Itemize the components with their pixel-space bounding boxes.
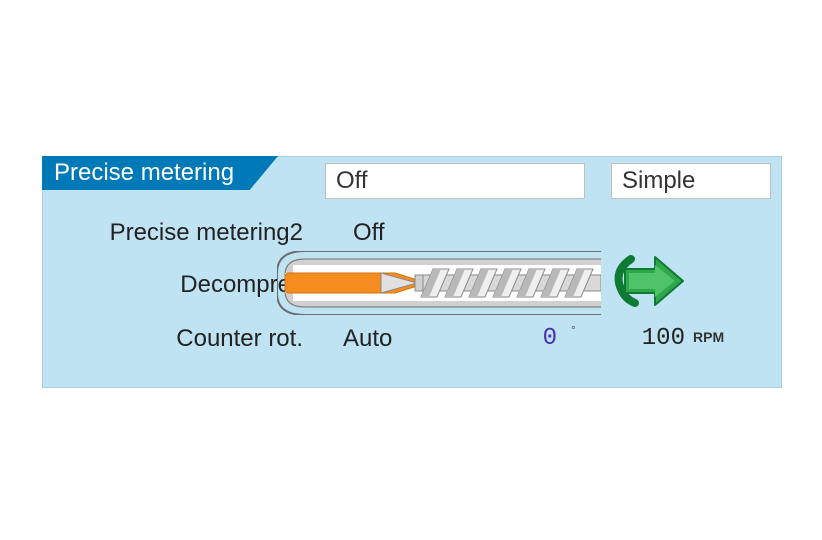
main-toggle-value: Off — [336, 167, 368, 194]
mode-field[interactable]: Simple — [611, 163, 771, 199]
rotation-arrow-icon — [611, 249, 685, 313]
pm2-label: Precise metering2 — [43, 219, 303, 247]
rpm-unit: RPM — [693, 329, 724, 345]
panel-title-tab: Precise metering — [42, 156, 278, 190]
mode-value: Simple — [622, 167, 695, 194]
decompres-label: Decompres — [43, 271, 303, 299]
panel-title: Precise metering — [54, 159, 234, 186]
counter-unit: ° — [571, 323, 576, 337]
main-toggle-field[interactable]: Off — [325, 163, 585, 199]
counter-rot-label: Counter rot. — [43, 325, 303, 353]
rpm-value[interactable]: 100 — [625, 325, 685, 352]
counter-mode-value[interactable]: Auto — [343, 325, 392, 353]
counter-value[interactable]: 0 — [527, 325, 557, 352]
metering-panel: Precise metering Off Simple Precise mete… — [42, 156, 782, 388]
screw-diagram — [277, 251, 601, 315]
pm2-value[interactable]: Off — [353, 219, 385, 247]
